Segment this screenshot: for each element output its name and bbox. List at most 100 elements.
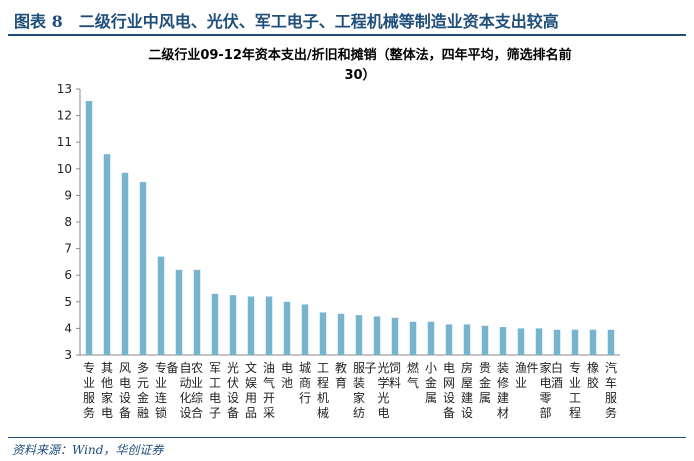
y-tick-label: 3 [64, 348, 72, 362]
x-tick-label-char: 工 [317, 361, 329, 375]
x-tick-label-char: 光 [227, 361, 239, 375]
bar [139, 182, 147, 355]
bar [319, 312, 327, 355]
x-tick-label-char: 程 [317, 375, 329, 390]
x-tick-label-char: 设 [461, 406, 473, 420]
bar [265, 296, 273, 355]
x-tick-label-char: 电 [209, 391, 221, 405]
x-tick-label-char: 家 [101, 390, 113, 405]
x-tick-label-char: 属 [479, 391, 491, 405]
bar [391, 317, 399, 355]
x-tick-label-char: 商 [299, 375, 311, 390]
bar [337, 313, 345, 355]
x-tick-label-char: 用 [245, 391, 257, 405]
x-tick-label-char: 燃 [407, 360, 419, 375]
x-tick-label-char: 农 [191, 361, 203, 375]
x-tick-label-char: 军 [209, 361, 221, 375]
bar [589, 329, 597, 355]
x-tick-label-char: 房 [461, 360, 473, 375]
x-tick-label-char: 金 [137, 390, 149, 405]
x-tick-label-char: 橡 [587, 361, 599, 375]
x-tick-label-char: 汽 [605, 360, 617, 375]
x-tick-label-char: 金 [479, 375, 491, 390]
x-tick-label-char: 风 [119, 361, 131, 375]
x-tick-label-char: 育 [335, 375, 347, 390]
bar [409, 321, 417, 355]
x-tick-label-char: 机 [317, 391, 329, 405]
x-tick-label-char: 零 [539, 391, 551, 405]
bar [103, 154, 111, 355]
x-tick-label-char: 综 [191, 391, 203, 405]
x-tick-label-char: 屋 [461, 376, 473, 390]
bar [301, 304, 309, 355]
x-tick-label-char: 部 [539, 405, 551, 420]
x-tick-label-char: 料 [389, 376, 401, 390]
x-tick-label-char: 化 [179, 391, 191, 405]
x-tick-label-char: 贵 [479, 361, 491, 375]
y-tick-label: 6 [64, 268, 72, 282]
x-tick-label-char: 家 [539, 360, 551, 375]
x-tick-label-char: 材 [497, 406, 509, 420]
bar [229, 295, 237, 355]
x-tick-label-char: 备 [227, 406, 239, 420]
x-tick-label-char: 行 [299, 391, 311, 405]
x-tick-label-char: 城 [299, 361, 311, 375]
bar [481, 325, 489, 355]
x-tick-label-char: 程 [569, 405, 581, 420]
x-tick-label-char: 渔 [515, 361, 527, 375]
x-tick-label-char: 业 [155, 376, 167, 390]
x-tick-label-char: 建 [461, 391, 473, 405]
x-tick-label-char: 工 [209, 376, 221, 390]
x-tick-label-char: 光 [377, 361, 389, 375]
figure-header: 图表 8 二级行业中风电、光伏、军工电子、工程机械等制造业资本支出较高 [8, 6, 686, 36]
x-tick-label-char: 装 [353, 376, 365, 390]
x-tick-label-char: 备 [166, 361, 178, 375]
y-tick-label: 9 [64, 188, 72, 202]
x-tick-label-char: 开 [263, 391, 275, 405]
x-tick-label-char: 子 [209, 406, 221, 420]
x-tick-label-char: 合 [191, 405, 203, 420]
x-tick-label-char: 锁 [155, 405, 167, 420]
source-footer: 资料来源：Wind，华创证券 [8, 437, 686, 458]
x-tick-label-char: 修 [497, 375, 509, 390]
x-tick-label-char: 网 [443, 376, 455, 390]
bar [121, 172, 129, 355]
x-tick-label-char: 文 [245, 360, 257, 375]
x-tick-label-char: 车 [605, 375, 617, 390]
x-tick-label-char: 业 [515, 376, 527, 390]
x-tick-label-char: 学 [377, 375, 389, 390]
x-tick-label-char: 胶 [587, 375, 599, 390]
bar [535, 328, 543, 355]
y-tick-label: 12 [57, 109, 72, 123]
bar [355, 315, 363, 355]
y-tick-label: 7 [64, 242, 72, 256]
x-tick-label-char: 件 [526, 361, 538, 375]
x-tick-label-char: 元 [137, 376, 149, 390]
bar [445, 324, 453, 355]
bar [607, 329, 615, 355]
y-tick-label: 8 [64, 215, 72, 229]
x-tick-label-char: 服 [605, 391, 617, 405]
bar [517, 328, 525, 355]
x-tick-label-char: 服 [83, 391, 95, 405]
x-tick-label-char: 设 [227, 391, 239, 405]
bar [373, 316, 381, 355]
x-tick-label-char: 电 [119, 376, 131, 390]
y-tick-label: 10 [57, 162, 72, 176]
x-tick-label-char: 家 [353, 390, 365, 405]
bar [499, 327, 507, 355]
x-tick-label-char: 光 [377, 391, 389, 405]
source-text: 资料来源：Wind，华创证券 [12, 443, 164, 457]
x-tick-label-char: 务 [605, 405, 617, 420]
y-tick-label: 13 [57, 82, 72, 96]
chart-title-line-2: 30） [344, 68, 376, 83]
bar [211, 293, 219, 355]
x-tick-label-char: 动 [179, 376, 191, 390]
x-tick-label-char: 油 [263, 361, 275, 375]
y-tick-label: 5 [64, 295, 72, 309]
bar [553, 329, 561, 355]
bar [571, 329, 579, 355]
x-tick-label-char: 酒 [551, 376, 563, 390]
x-tick-label-char: 电 [443, 361, 455, 375]
